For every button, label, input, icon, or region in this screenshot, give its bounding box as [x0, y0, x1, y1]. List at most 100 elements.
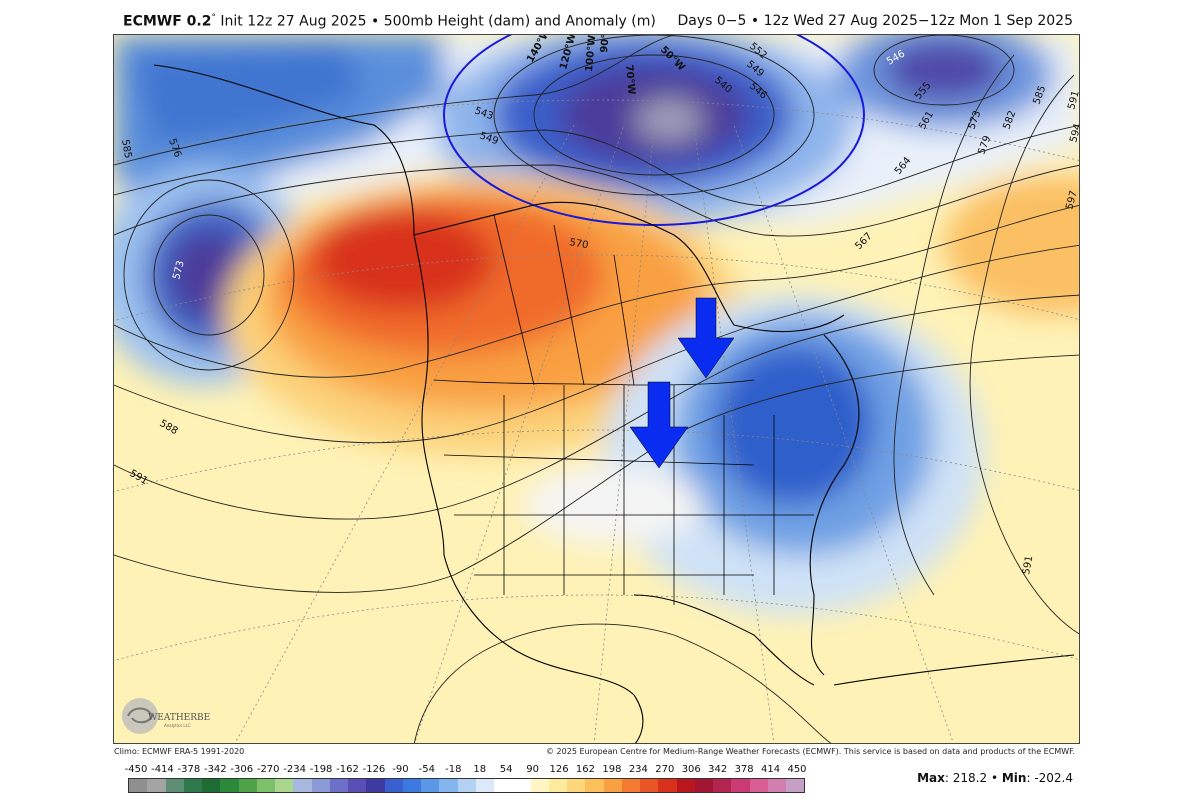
- coastlines: [153, 64, 1075, 743]
- contour-label: 594: [1068, 122, 1080, 143]
- colorbar-swatch: [731, 779, 750, 792]
- map-panel: 585 576 573 588 591 543 549 570 552 549 …: [113, 34, 1080, 744]
- max-value: 218.2: [952, 771, 988, 785]
- lon-label: 100°W: [584, 35, 598, 72]
- colorbar-tick-label: 162: [575, 764, 596, 775]
- colorbar-swatch: [475, 779, 494, 792]
- colorbar-swatch: [256, 779, 275, 792]
- colorbar-swatch: [129, 779, 148, 792]
- lon-label: 90°W: [599, 35, 613, 53]
- political-borders: [433, 214, 814, 605]
- colorbar-tick-label: 270: [655, 764, 675, 775]
- colorbar-swatch: [402, 779, 421, 792]
- colorbar-swatch: [676, 779, 695, 792]
- colorbar-swatch: [621, 779, 640, 792]
- arrow-down-icon: [629, 381, 689, 469]
- colorbar-swatch: [767, 779, 786, 792]
- colorbar-swatch: [658, 779, 677, 792]
- colorbar-tick-label: 90: [526, 764, 539, 775]
- colorbar-swatch: [494, 779, 513, 792]
- colorbar-swatch: [512, 779, 531, 792]
- min-value: -202.4: [1034, 771, 1073, 785]
- colorbar-swatch: [603, 779, 622, 792]
- colorbar-tick-label: -378: [177, 764, 201, 775]
- colorbar-swatch: [786, 779, 805, 792]
- colorbar-tick-label: 18: [473, 764, 487, 775]
- colorbar-tick-label: -270: [256, 764, 280, 775]
- colorbar-tick-label: -306: [230, 764, 254, 775]
- colorbar-tick-label: -450: [124, 764, 148, 775]
- chart-title: ECMWF 0.2° Init 12z 27 Aug 2025 • 500mb …: [123, 13, 656, 30]
- colorbar-tick-label: -414: [151, 764, 174, 775]
- colorbar-swatch: [548, 779, 567, 792]
- colorbar-swatch: [439, 779, 458, 792]
- colorbar-tick-label: 234: [628, 764, 648, 775]
- anomaly-colorbar: [128, 778, 805, 793]
- colorbar-swatch: [147, 779, 166, 792]
- colorbar-swatch: [384, 779, 403, 792]
- anomaly-shading: [114, 35, 1079, 615]
- colorbar-tick-label: 414: [761, 764, 781, 775]
- colorbar-swatch: [275, 779, 294, 792]
- min-label: Min: [1001, 771, 1027, 785]
- colorbar-swatch: [220, 779, 239, 792]
- colorbar-tick-label: -54: [418, 764, 435, 775]
- colorbar-swatch: [311, 779, 330, 792]
- colorbar-swatch: [238, 779, 257, 792]
- field-name: 500mb Height (dam) and Anomaly (m): [383, 13, 656, 30]
- colorbar-swatch: [694, 779, 713, 792]
- colorbar-tick-label: -198: [309, 764, 333, 775]
- graticule: [114, 99, 1079, 743]
- colorbar-swatch: [366, 779, 385, 792]
- colorbar-tick-label: -126: [362, 764, 386, 775]
- colorbar-swatch: [530, 779, 549, 792]
- contour-label: 570: [568, 237, 589, 251]
- init-time: Init 12z 27 Aug 2025: [220, 13, 367, 30]
- colorbar-swatch: [293, 779, 312, 792]
- lon-label: 70°W: [623, 64, 637, 95]
- title-separator: •: [370, 13, 380, 30]
- weatherbell-logo: WEATHERBELL Analytics LLC: [118, 694, 222, 738]
- logo-wordmark: WEATHERBELL: [148, 713, 210, 723]
- colorbar-tick-label: 198: [602, 764, 622, 775]
- model-name: ECMWF 0.2: [123, 13, 212, 30]
- ecmwf-credit: © 2025 European Centre for Medium-Range …: [546, 747, 1075, 756]
- colorbar-swatch: [567, 779, 586, 792]
- stats-separator: •: [990, 771, 999, 785]
- colorbar-swatch: [165, 779, 184, 792]
- logo-subtext: Analytics LLC: [164, 723, 191, 728]
- colorbar-swatch: [640, 779, 659, 792]
- trough-arrows: [629, 297, 735, 469]
- colorbar-tick-label: -18: [445, 764, 462, 775]
- colorbar-swatch: [348, 779, 367, 792]
- colorbar-tick-label: 342: [708, 764, 728, 775]
- climo-credit: Climo: ECMWF ERA-5 1991-2020: [114, 747, 245, 756]
- colorbar-tick-label: -234: [283, 764, 306, 775]
- contour-label: 597: [1064, 189, 1080, 210]
- colorbar-swatch: [329, 779, 348, 792]
- colorbar-tick-label: 378: [734, 764, 754, 775]
- arrow-down-icon: [677, 297, 735, 379]
- height-contours: [114, 35, 1079, 743]
- colorbar-labels: -450 -414 -378 -342 -306 -270 -234 -198 -162 -126…: [124, 764, 807, 776]
- colorbar-tick-label: -162: [336, 764, 359, 775]
- degree-mark: °: [211, 13, 216, 23]
- contour-label: 591: [1021, 555, 1035, 576]
- valid-period: Days 0−5 • 12z Wed 27 Aug 2025−12z Mon 1…: [677, 13, 1074, 29]
- colorbar-tick-label: 450: [787, 764, 807, 775]
- contour-label: 585: [119, 139, 133, 160]
- colorbar-swatch: [585, 779, 604, 792]
- colorbar-swatch: [202, 779, 221, 792]
- max-min-readout: Max: 218.2 • Min: -202.4: [917, 771, 1073, 785]
- colorbar-swatch: [183, 779, 202, 792]
- max-label: Max: [917, 771, 945, 785]
- contour-label: 591: [1066, 89, 1080, 110]
- colorbar-tick-label: 126: [549, 764, 569, 775]
- contour-label: 573: [171, 259, 187, 280]
- colorbar-swatch: [749, 779, 768, 792]
- colorbar-swatch: [421, 779, 440, 792]
- colorbar-tick-label: 54: [499, 764, 513, 775]
- colorbar-swatch: [713, 779, 732, 792]
- colorbar-tick-label: 306: [681, 764, 701, 775]
- colorbar-tick-label: -342: [203, 764, 227, 775]
